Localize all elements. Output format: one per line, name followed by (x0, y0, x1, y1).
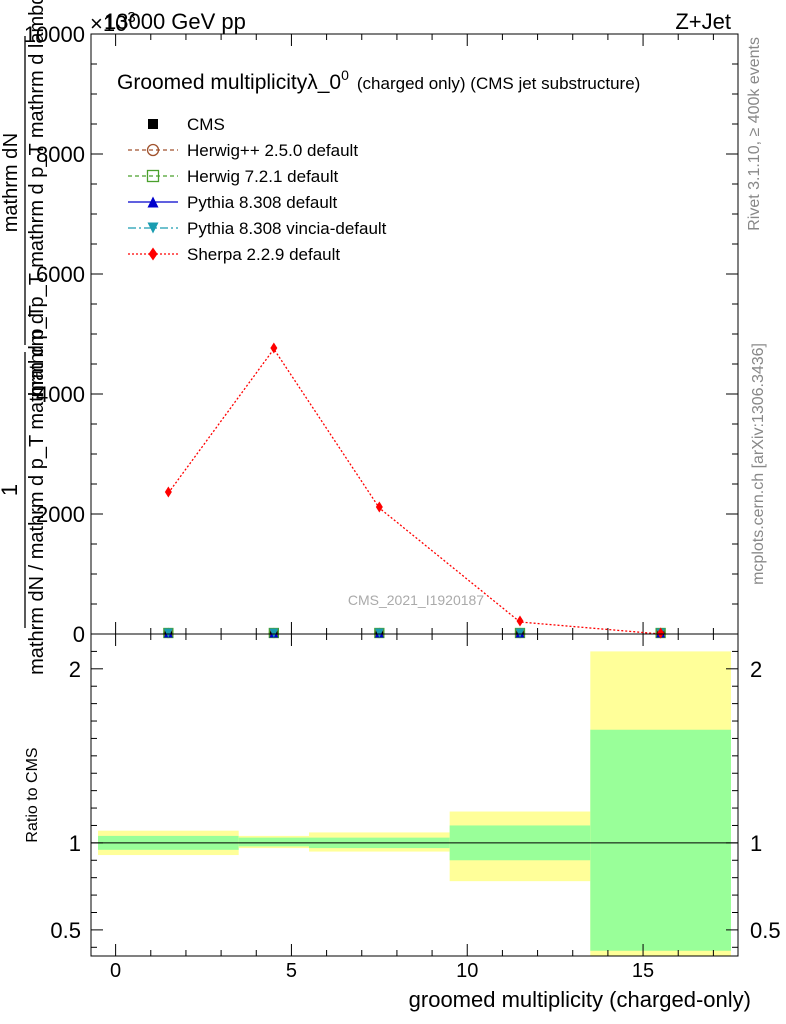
ratio-y-tick-label: 0.5 (50, 918, 81, 943)
legend-marker-2 (146, 169, 160, 183)
ratio-band-inner (238, 837, 310, 847)
legend: CMS Herwig++ 2.5.0 default Herwig 7.2.1 de… (128, 115, 387, 264)
ratio-frame (90, 633, 739, 957)
legend-label-1: Herwig++ 2.5.0 default (187, 141, 358, 160)
main-title-sup: 0 (341, 67, 349, 83)
y-label-prefix-num: 1 (0, 484, 22, 496)
ratio-axis-ticks: 0.5 0.5 1 1 2 2 0 5 10 15 (50, 634, 781, 982)
legend-label-2: Herwig 7.2.1 default (187, 167, 338, 186)
legend-label-5: Sherpa 2.2.9 default (187, 245, 340, 264)
x-tick-label: 10 (456, 960, 478, 982)
legend-marker-4 (147, 222, 159, 234)
ratio-y-tick-label: 2 (69, 657, 81, 682)
ratio-band-inner (590, 729, 731, 951)
main-point-5 (657, 627, 665, 639)
x-tick-label: 0 (110, 960, 121, 982)
main-y-tick-label: 8000 (36, 142, 85, 167)
main-title-text: Groomed multiplicity (117, 71, 308, 94)
main-title-note: (charged only) (CMS jet substructure) (357, 74, 640, 93)
main-y-tick-label: 2000 (36, 502, 85, 527)
legend-label-4: Pythia 8.308 vincia-default (187, 219, 387, 238)
ratio-panel: 0.5 0.5 1 1 2 2 0 5 10 15 Ratio to CMS groomed mu… (24, 633, 781, 1012)
process-energy-label: 13000 GeV pp (104, 9, 246, 34)
ratio-y-tick-label-right: 1 (750, 831, 762, 856)
y-axis-label: 1 mathrm dN / mathrm d p_T mathrm d p_T … (0, 0, 48, 675)
legend-marker-3 (147, 196, 159, 208)
main-title: Groomed multiplicityλ_00 (charged only) (… (117, 67, 640, 94)
legend-marker-5 (148, 247, 158, 261)
main-series-layer (163, 342, 666, 639)
main-title-lambda: λ_0 (307, 71, 341, 94)
x-axis-label: groomed multiplicity (charged-only) (409, 987, 751, 1012)
main-point-4 (374, 628, 384, 638)
main-point-4 (269, 628, 279, 638)
main-y-tick-label: 0 (73, 622, 85, 647)
legend-marker-1 (146, 143, 160, 157)
main-point-5 (516, 615, 524, 627)
ratio-y-tick-label-right: 2 (750, 657, 762, 682)
ratio-bands (98, 651, 731, 956)
exponent-power: 3 (127, 9, 135, 26)
y-label-num-line1: mathrm d (0, 148, 22, 232)
main-y-tick-label: 6000 (36, 262, 85, 287)
y-label-prefix-den: mathrm dN / mathrm d p_T mathrm d p_T (26, 305, 48, 675)
main-axis-ticks: 0 2000 4000 6000 8000 10000 (24, 22, 738, 647)
main-y-tick-label: 10000 (24, 22, 85, 47)
main-y-tick-label: 4000 (36, 382, 85, 407)
main-point-5 (375, 501, 383, 513)
rivet-label: Rivet 3.1.10, ≥ 400k events (746, 37, 763, 231)
legend-marker-0 (148, 119, 158, 129)
process-label: Z+Jet (675, 9, 731, 34)
y-label-num-line2: N (0, 133, 22, 147)
ratio-y-tick-label: 1 (69, 831, 81, 856)
exponent-label: ×103 (90, 9, 136, 36)
main-point-5 (164, 486, 172, 498)
x-tick-label: 15 (632, 960, 654, 982)
mcplots-label: mcplots.cern.ch [arXiv:1306.3436] (750, 343, 767, 585)
watermark: CMS_2021_I1920187 (348, 592, 484, 608)
ratio-y-tick-label-right: 0.5 (750, 918, 781, 943)
main-point-4 (515, 628, 525, 638)
legend-label-0: CMS (187, 115, 225, 134)
x-tick-label: 5 (286, 960, 297, 982)
y-label-frac-den: mathrm d p_T mathrm d p_T mathrm d lambd… (26, 0, 48, 397)
ratio-y-label: Ratio to CMS (24, 747, 41, 842)
main-point-4 (163, 628, 173, 638)
legend-label-3: Pythia 8.308 default (187, 193, 338, 212)
main-panel: 0 2000 4000 6000 8000 10000 CMS_2021_I1920187… (0, 0, 739, 675)
main-point-5 (270, 342, 278, 354)
